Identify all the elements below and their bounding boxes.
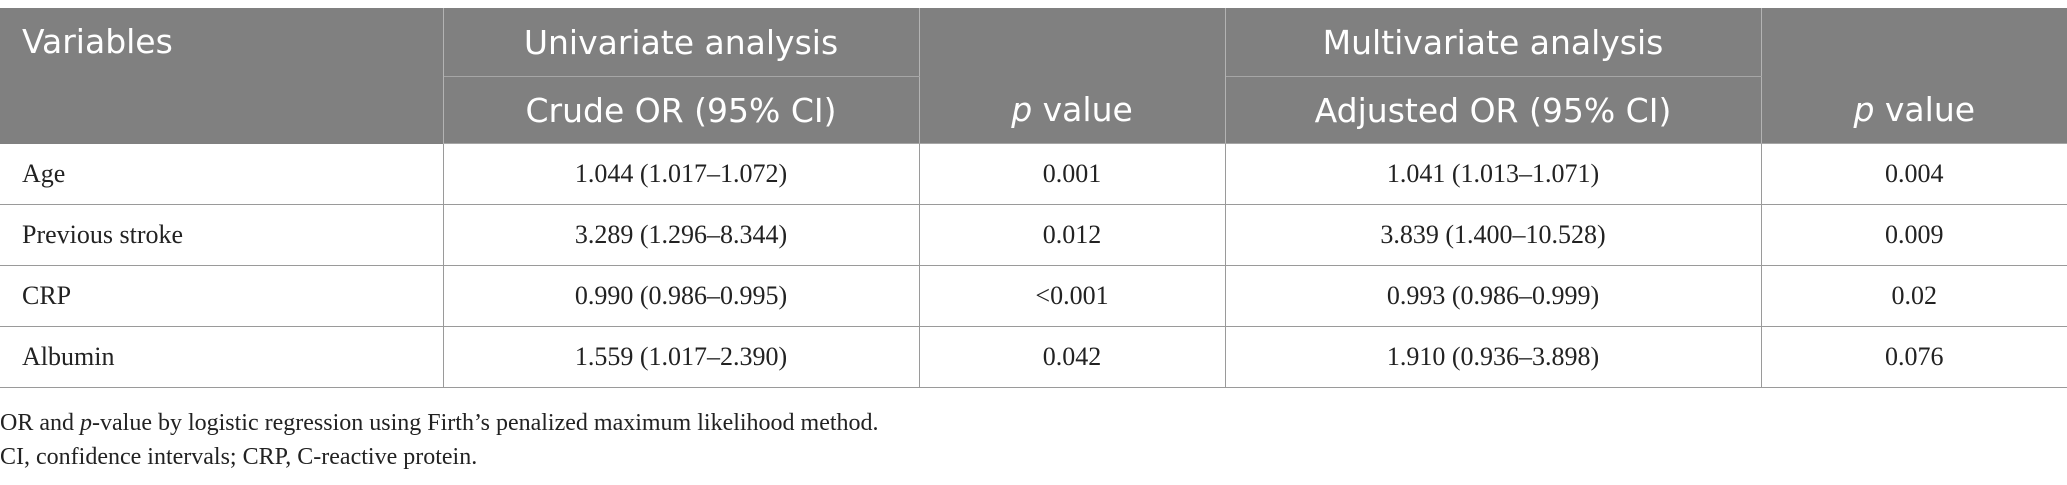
crude-or-cell: 3.289 (1.296–8.344) [443, 204, 920, 266]
table-row: CRP 0.990 (0.986–0.995) <0.001 0.993 (0.… [0, 265, 2067, 327]
table-row: Age 1.044 (1.017–1.072) 0.001 1.041 (1.0… [0, 143, 2067, 205]
variable-cell: Age [0, 143, 444, 205]
variables-column-header: Variables [0, 8, 444, 144]
results-table-container: Variables Univariate analysis Multivaria… [0, 8, 2067, 388]
p-value-label: value [1874, 90, 1976, 130]
crude-or-cell: 1.044 (1.017–1.072) [443, 143, 920, 205]
p-value-univariate-cell: <0.001 [919, 265, 1226, 327]
regression-results-table: Variables Univariate analysis Multivaria… [0, 8, 2067, 388]
crude-or-column-header: Crude OR (95% CI) [443, 76, 920, 144]
p-value-univariate-cell: 0.042 [919, 326, 1226, 388]
adjusted-or-cell: 0.993 (0.986–0.999) [1225, 265, 1762, 327]
footnote-method-end: -value by logistic regression using Firt… [92, 410, 879, 436]
header-blank-cell [1761, 8, 2067, 77]
variable-cell: Albumin [0, 326, 444, 388]
header-row-groups: Variables Univariate analysis Multivaria… [0, 8, 2067, 144]
table-header: Variables Univariate analysis Multivaria… [0, 8, 2067, 144]
variable-cell: CRP [0, 265, 444, 327]
p-value-multivariate-header: p value [1761, 76, 2067, 144]
adjusted-or-cell: 3.839 (1.400–10.528) [1225, 204, 1762, 266]
p-value-univariate-cell: 0.012 [919, 204, 1226, 266]
table-footnotes: OR and p-value by logistic regression us… [0, 406, 879, 474]
table-body: Age 1.044 (1.017–1.072) 0.001 1.041 (1.0… [0, 143, 2067, 388]
p-value-multivariate-cell: 0.009 [1761, 204, 2067, 266]
adjusted-or-column-header: Adjusted OR (95% CI) [1225, 76, 1762, 144]
table-row: Previous stroke 3.289 (1.296–8.344) 0.01… [0, 204, 2067, 266]
p-symbol: p [1853, 90, 1875, 130]
multivariate-analysis-header: Multivariate analysis [1225, 8, 1762, 77]
univariate-analysis-header: Univariate analysis [443, 8, 920, 77]
crude-or-cell: 1.559 (1.017–2.390) [443, 326, 920, 388]
p-symbol: p [1011, 90, 1033, 130]
footnote-abbreviations: CI, confidence intervals; CRP, C-reactiv… [0, 444, 478, 470]
footnote-method-start: OR and [0, 410, 80, 436]
adjusted-or-cell: 1.910 (0.936–3.898) [1225, 326, 1762, 388]
p-value-multivariate-cell: 0.02 [1761, 265, 2067, 327]
header-blank-cell [919, 8, 1226, 77]
adjusted-or-cell: 1.041 (1.013–1.071) [1225, 143, 1762, 205]
variable-cell: Previous stroke [0, 204, 444, 266]
footnote-method: OR and p-value by logistic regression us… [0, 406, 879, 440]
p-value-univariate-header: p value [919, 76, 1226, 144]
table-row: Albumin 1.559 (1.017–2.390) 0.042 1.910 … [0, 326, 2067, 388]
footnote-p-symbol: p [80, 410, 92, 436]
p-value-multivariate-cell: 0.076 [1761, 326, 2067, 388]
crude-or-cell: 0.990 (0.986–0.995) [443, 265, 920, 327]
header-row-columns: Crude OR (95% CI) p value Adjusted OR (9… [0, 76, 2067, 144]
p-value-multivariate-cell: 0.004 [1761, 143, 2067, 205]
p-value-univariate-cell: 0.001 [919, 143, 1226, 205]
p-value-label: value [1032, 90, 1133, 130]
